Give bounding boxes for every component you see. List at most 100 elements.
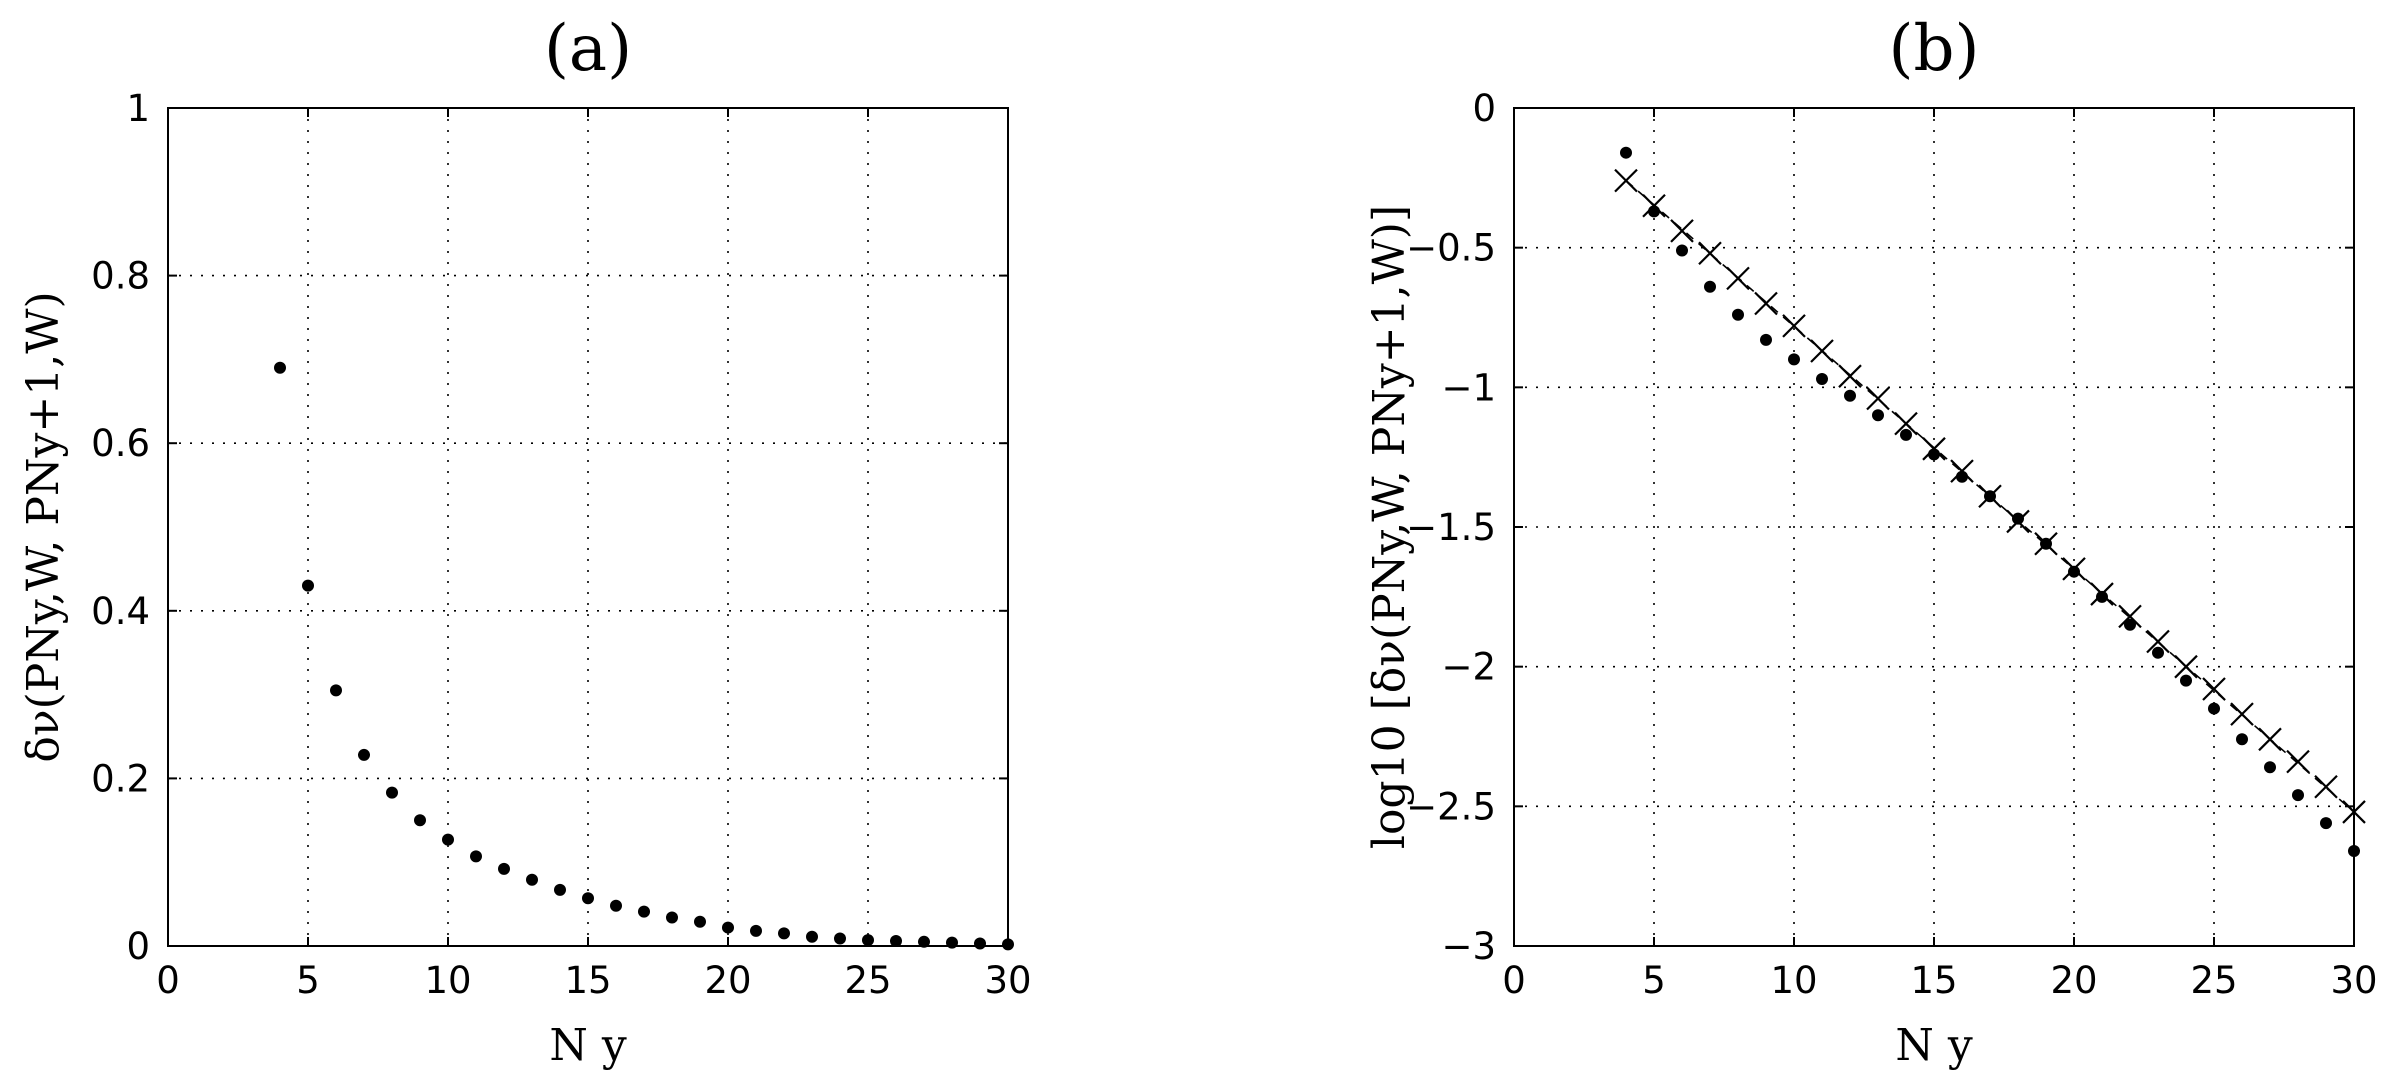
y-tick-label: −3: [1441, 925, 1496, 968]
data-point-dot: [778, 927, 790, 940]
x-marker-stroke: [1614, 168, 1638, 193]
x-marker-stroke: [1810, 339, 1834, 363]
data-point-x-marker: [2118, 604, 2142, 629]
x-marker-stroke: [2230, 702, 2254, 726]
x-tick-label: 20: [704, 959, 751, 1002]
data-point-x-marker: [1698, 241, 1722, 266]
data-point-dot: [498, 862, 510, 875]
data-point-x-marker: [1670, 219, 1694, 243]
y-tick-label: 0.8: [91, 255, 150, 298]
panel-a-grid: [168, 108, 1008, 946]
panel-b-xlabel: N y: [1895, 1020, 1972, 1071]
data-point-x-marker: [2062, 557, 2086, 581]
x-marker-stroke: [1698, 241, 1722, 266]
data-point-x-marker: [1978, 484, 2002, 509]
x-tick-label: 0: [156, 959, 180, 1002]
x-marker-stroke: [1838, 364, 1862, 388]
data-point-dot: [1676, 244, 1688, 257]
data-point-x-marker: [2258, 727, 2282, 752]
data-point-x-marker: [2202, 677, 2226, 701]
data-point-x-marker: [1782, 314, 1806, 338]
data-point-x-marker: [1922, 437, 1946, 461]
y-tick-label: −1.5: [1406, 506, 1496, 549]
x-tick-label: 10: [424, 959, 471, 1002]
data-point-dot: [1704, 280, 1716, 293]
x-marker-stroke: [2342, 800, 2366, 824]
data-point-dot: [638, 905, 650, 918]
data-point-x-marker: [1642, 193, 1666, 218]
data-point-dot: [2208, 702, 2220, 715]
data-point-x-marker: [1950, 459, 1974, 483]
data-point-dot: [806, 930, 818, 943]
panel-b-frame: [1513, 107, 2355, 947]
data-point-dot: [274, 361, 286, 374]
data-point-x-marker: [1726, 266, 1750, 291]
data-point-dot: [414, 814, 426, 827]
x-marker-stroke: [1782, 314, 1806, 338]
data-point-dot: [1002, 938, 1014, 951]
x-marker-stroke: [1866, 386, 1890, 411]
data-point-dot: [2068, 565, 2080, 578]
data-point-dot: [2292, 789, 2304, 802]
data-point-dot: [554, 883, 566, 896]
data-point-dot: [2180, 674, 2192, 687]
x-marker-stroke: [1726, 266, 1750, 291]
data-point-x-marker: [2006, 509, 2030, 534]
y-tick-label: 0.2: [91, 757, 150, 800]
x-marker-stroke: [2286, 749, 2310, 774]
data-point-x-marker: [1614, 168, 1638, 193]
x-marker-stroke: [2174, 654, 2198, 679]
data-point-dot: [834, 932, 846, 945]
panel-a-ticks: 0 5 10 15 20 25 30 0 0.2 0.4 0.6 0.8 1: [91, 87, 1031, 1002]
y-tick-label: 0.6: [91, 422, 150, 465]
x-marker-stroke: [2090, 582, 2114, 606]
x-tick-label: 15: [564, 959, 611, 1002]
data-point-dot: [918, 935, 930, 948]
y-tick-label: 1: [126, 87, 150, 130]
panel-a-marks: [274, 361, 1014, 951]
x-tick-label: 5: [296, 959, 320, 1002]
data-point-dot: [2152, 646, 2164, 659]
x-marker-stroke: [1978, 484, 2002, 509]
data-point-dot: [2124, 618, 2136, 631]
x-marker-stroke: [1950, 459, 1974, 483]
panel-a: (a) 0 5 10 15 20 25 30 0 0.2 0.4 0.6 0.8 1 N y δν(PN…: [18, 12, 1032, 1071]
x-marker-stroke: [2034, 531, 2058, 556]
data-point-dot: [1872, 409, 1884, 422]
x-marker-stroke: [2314, 775, 2338, 799]
y-tick-label: −0.5: [1406, 227, 1496, 270]
x-marker-stroke: [2258, 727, 2282, 752]
data-point-dot: [442, 833, 454, 846]
y-tick-label: −2: [1441, 646, 1496, 689]
data-point-dot: [1732, 308, 1744, 321]
data-point-dot: [1788, 353, 1800, 366]
y-tick-label: 0: [1472, 87, 1496, 130]
data-point-dot: [1844, 389, 1856, 402]
panel-b-title: (b): [1889, 12, 1980, 86]
data-point-x-marker: [2342, 800, 2366, 824]
x-marker-stroke: [1894, 411, 1918, 436]
x-marker-stroke: [2006, 509, 2030, 534]
x-tick-label: 0: [1502, 959, 1526, 1002]
x-tick-label: 25: [844, 959, 891, 1002]
x-marker-stroke: [1754, 291, 1778, 316]
data-point-dot: [2096, 590, 2108, 603]
data-point-dot: [1900, 428, 1912, 441]
data-point-x-marker: [1810, 339, 1834, 363]
y-tick-label: 0: [126, 925, 150, 968]
x-tick-label: 25: [2190, 959, 2237, 1002]
data-point-dot: [694, 915, 706, 928]
data-point-dot: [330, 684, 342, 697]
panel-a-title: (a): [544, 12, 632, 86]
x-tick-label: 5: [1642, 959, 1666, 1002]
data-point-dot: [722, 921, 734, 934]
panel-b-ticks: 0 5 10 15 20 25 30 0 −0.5 −1 −1.5 −2 −2.5 −3: [1406, 87, 2377, 1002]
data-point-dot: [946, 936, 958, 949]
data-point-dot: [890, 934, 902, 947]
y-tick-label: −2.5: [1406, 785, 1496, 828]
x-marker-stroke: [1670, 219, 1694, 243]
data-point-x-marker: [2090, 582, 2114, 606]
data-point-dot: [526, 873, 538, 886]
data-point-x-marker: [2146, 629, 2170, 654]
